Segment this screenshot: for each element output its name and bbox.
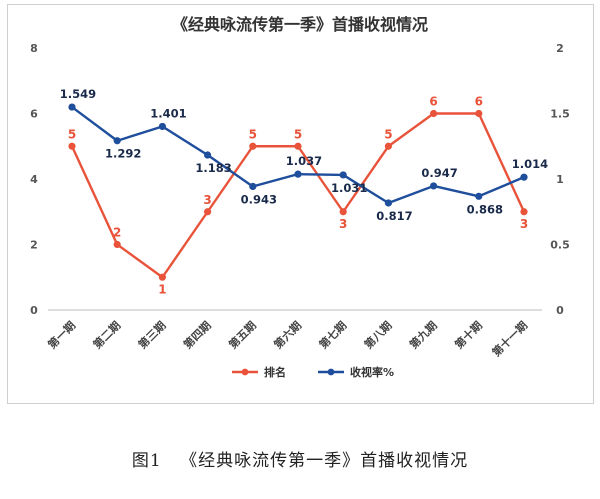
x-tick-label: 第二期 (90, 318, 123, 351)
right-tick-label: 0.5 (550, 239, 570, 252)
rating-data-label: 0.817 (376, 209, 412, 223)
series-1-point (520, 173, 528, 181)
legend-label: 收视率% (350, 365, 394, 379)
rating-data-label: 1.401 (150, 106, 186, 120)
rating-data-label: 1.292 (105, 147, 141, 161)
legend-marker (241, 368, 249, 376)
series-0-point (475, 109, 483, 118)
x-tick-label: 第六期 (271, 318, 304, 351)
series-0-point (158, 273, 166, 281)
left-tick-label: 6 (30, 108, 38, 121)
x-tick-label: 第三期 (135, 318, 168, 351)
x-tick-label: 第九期 (406, 318, 439, 351)
rating-data-label: 1.183 (195, 161, 231, 175)
x-tick-label: 第七期 (316, 318, 349, 351)
rating-data-label: 0.868 (467, 202, 503, 216)
right-tick-label: 2 (556, 42, 564, 55)
rank-data-label: 1 (158, 282, 166, 296)
rank-data-label: 6 (475, 95, 483, 109)
series-1-point (204, 151, 212, 159)
rank-data-label: 5 (294, 127, 302, 141)
rank-data-label: 3 (339, 217, 347, 231)
rating-data-label: 1.037 (286, 154, 322, 168)
rank-data-label: 3 (203, 193, 211, 207)
rank-data-label: 2 (113, 226, 121, 240)
left-tick-label: 8 (30, 42, 38, 55)
series-0-point (430, 109, 438, 118)
legend: 排名 收视率% (232, 365, 394, 379)
left-axis: 0 2 4 6 8 (30, 42, 38, 317)
right-tick-label: 1.5 (550, 108, 570, 121)
series-1-point (68, 103, 76, 111)
series-0-point (339, 208, 347, 216)
chart: 《经典咏流传第一季》首播收视情况 02468 00.511.52 第一期 第二期第… (30, 15, 570, 379)
x-tick-label: 第一期 (45, 318, 78, 351)
left-tick-label: 2 (30, 239, 38, 252)
series-0-point (384, 142, 392, 150)
right-axis: 0 0.5 1 1.5 2 (550, 42, 570, 317)
series-1-point (475, 192, 483, 200)
series-0-point (294, 142, 302, 150)
x-tick-label: 第十一期 (489, 318, 530, 359)
series-layer: 5 2 1 3 5 5 3 5 6 6 3 1.549 1.292 1.401 1.183 0.943 1.03… (60, 87, 548, 296)
rank-data-label: 3 (520, 217, 528, 231)
x-tick-label: 第八期 (361, 318, 394, 351)
series-0-point (68, 142, 76, 150)
rank-data-label: 5 (68, 127, 76, 141)
rating-data-label: 1.549 (60, 87, 96, 101)
series-1-point (430, 182, 438, 190)
legend-label: 排名 (264, 365, 286, 379)
series-0-point (204, 208, 212, 216)
rating-data-label: 0.947 (421, 166, 457, 180)
series-0-point (520, 208, 528, 216)
figure-caption-text: 《经典咏流传第一季》首播收视情况 (180, 451, 469, 471)
series-1-point (113, 137, 121, 145)
left-tick-label: 4 (30, 173, 38, 186)
x-tick-label: 第四期 (180, 318, 213, 351)
chart-frame (7, 4, 594, 404)
series-1-point (339, 171, 347, 179)
figure-number: 图1 (131, 451, 162, 471)
x-tick-label: 第五期 (226, 318, 259, 351)
rank-data-label: 5 (384, 127, 392, 141)
figure-caption: 图1 《经典咏流传第一季》首播收视情况 (0, 446, 600, 471)
series-0-point (113, 240, 121, 249)
series-0-point (249, 142, 257, 150)
x-tick-label: 第十期 (452, 318, 485, 351)
series-1-point (384, 199, 392, 207)
series-1-point (294, 170, 302, 178)
rating-data-label: 0.943 (241, 192, 277, 206)
rating-data-label: 1.014 (512, 157, 548, 171)
x-axis: 第一期 第二期 第三期 第四期 第五期 第六期 第七期 第八期 第九期 第十期 第十一期 (45, 318, 530, 359)
rank-data-label: 6 (429, 95, 437, 109)
rank-data-label: 5 (249, 127, 257, 141)
chart-title: 《经典咏流传第一季》首播收视情况 (172, 15, 428, 34)
legend-marker (327, 368, 335, 376)
right-tick-label: 1 (556, 173, 564, 186)
series-1-point (249, 182, 257, 191)
rating-data-label: 1.031 (331, 181, 367, 195)
right-tick-label: 0 (556, 304, 564, 317)
series-1-point (158, 122, 166, 131)
left-tick-label: 0 (30, 304, 38, 317)
